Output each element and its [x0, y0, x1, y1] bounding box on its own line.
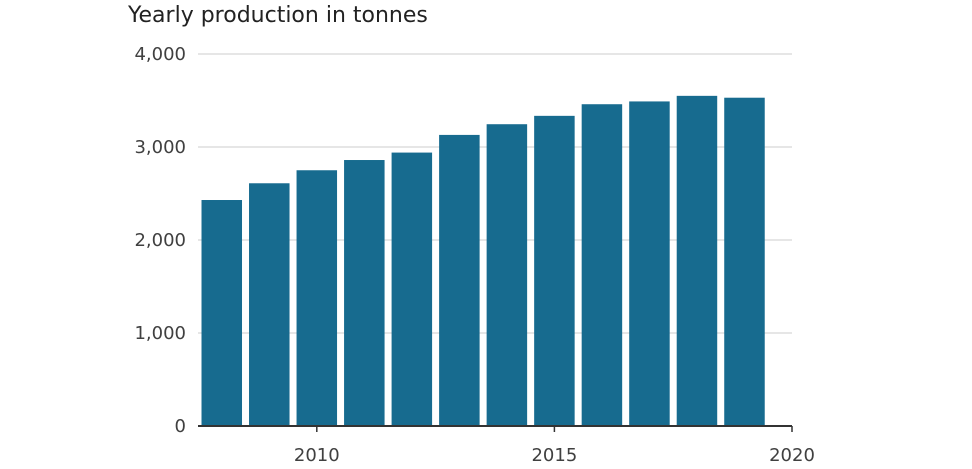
bar-2014	[486, 124, 528, 426]
bar-2019	[724, 97, 765, 427]
bar-2016	[581, 104, 623, 426]
bars	[201, 95, 765, 427]
bar-2008	[201, 200, 243, 426]
bar-2010	[296, 170, 338, 426]
y-tick-label: 3,000	[134, 137, 186, 158]
y-tick-label: 2,000	[134, 230, 186, 251]
y-tick-label: 1,000	[134, 323, 186, 344]
y-tick-label: 4,000	[134, 44, 186, 65]
x-tick-label: 2010	[294, 445, 340, 466]
x-axis	[198, 425, 793, 432]
chart-title: Yearly production in tonnes	[128, 3, 428, 28]
y-axis-tick-labels: 0 1,000 2,000 3,000 4,000	[134, 44, 186, 437]
bar-2012	[391, 152, 433, 426]
bar-2011	[344, 160, 385, 426]
bar-2013	[439, 134, 480, 426]
x-tick-label: 2020	[769, 445, 815, 466]
x-tick-label: 2015	[531, 445, 577, 466]
y-tick-label: 0	[175, 416, 186, 437]
bar-2015	[534, 115, 575, 426]
bar-2009	[249, 183, 290, 426]
x-axis-tick-labels: 2010 2015 2020	[294, 445, 815, 466]
bar-2017	[629, 101, 670, 427]
bar-2018	[676, 95, 718, 426]
